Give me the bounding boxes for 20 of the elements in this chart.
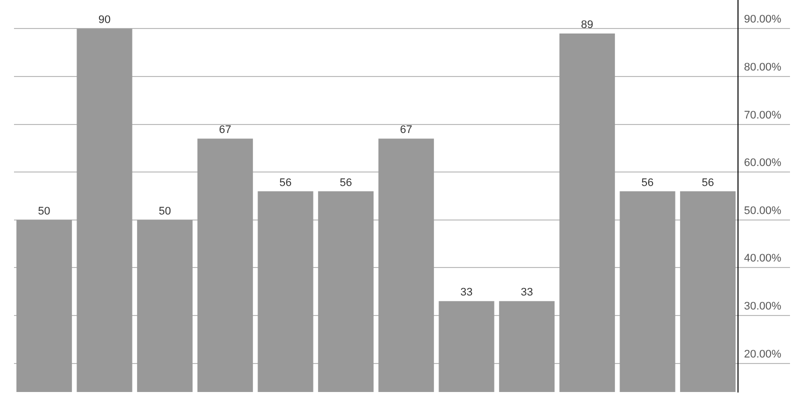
data-label: 89	[581, 18, 594, 31]
data-label: 33	[520, 286, 533, 299]
data-label: 33	[460, 286, 473, 299]
data-label: 56	[641, 176, 654, 189]
data-label: 67	[219, 124, 232, 136]
data-label: 56	[340, 176, 352, 189]
y-tick-label: 70.00%	[744, 109, 782, 122]
y-tick-label: 20.00%	[744, 348, 782, 360]
data-label: 56	[279, 176, 292, 189]
data-label: 50	[158, 205, 171, 218]
y-tick-label: 90.00%	[744, 14, 782, 26]
y-tick-label: 80.00%	[744, 62, 782, 74]
y-tick-label: 30.00%	[744, 300, 782, 313]
data-label: 67	[400, 124, 412, 136]
data-label: 56	[702, 176, 714, 189]
data-label: 90	[98, 14, 111, 26]
y-tick-label: 50.00%	[744, 204, 782, 217]
y-tick-label: 40.00%	[744, 252, 782, 265]
data-label: 50	[38, 205, 50, 218]
y-tick-label: 60.00%	[744, 157, 782, 170]
